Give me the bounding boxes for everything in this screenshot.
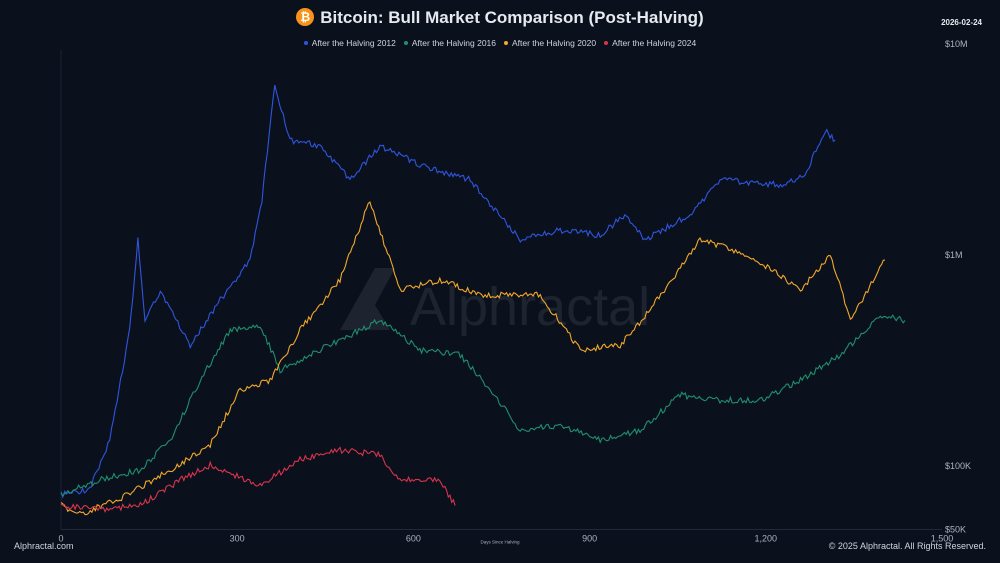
x-axis-label: Days Since Halving — [480, 540, 520, 545]
y-tick-label: $1M — [945, 250, 963, 260]
bitcoin-icon: ₿ — [296, 8, 315, 26]
y-tick-label: $100K — [945, 461, 971, 471]
chart-date: 2026-02-24 — [941, 18, 982, 27]
y-tick-label: $10M — [945, 39, 968, 49]
footer-site: Alphractal.com — [14, 541, 74, 551]
legend: After the Halving 2012 After the Halving … — [0, 38, 1000, 48]
watermark-logo: Alphractal — [340, 268, 650, 337]
series-line-2012 — [60, 84, 836, 499]
legend-label: After the Halving 2020 — [512, 38, 597, 48]
legend-item[interactable]: After the Halving 2024 — [604, 38, 696, 48]
y-tick-label: $50K — [945, 525, 966, 535]
legend-label: After the Halving 2024 — [612, 38, 697, 48]
footer-copyright: © 2025 Alphractal. All Rights Reserved. — [828, 541, 986, 551]
chart-title: ₿ Bitcoin: Bull Market Comparison (Post-H… — [0, 8, 1000, 28]
legend-label: After the Halving 2016 — [411, 38, 496, 48]
x-tick-label: 900 — [582, 534, 597, 544]
legend-dot-icon — [303, 41, 308, 45]
legend-dot-icon — [504, 41, 508, 45]
series-line-2024 — [60, 446, 456, 514]
x-tick-label: 1,200 — [755, 534, 778, 544]
watermark-text: Alphractal — [410, 277, 650, 337]
x-tick-label: 1,500 — [931, 534, 954, 544]
legend-label: After the Halving 2012 — [311, 38, 396, 48]
x-tick-label: 300 — [230, 534, 245, 544]
legend-dot-icon — [403, 41, 408, 45]
legend-item[interactable]: After the Halving 2020 — [504, 38, 596, 48]
series-line-2020 — [60, 201, 886, 516]
x-tick-label: 0 — [58, 534, 63, 544]
chart-title-text: Bitcoin: Bull Market Comparison (Post-Ha… — [320, 8, 704, 27]
legend-item[interactable]: After the Halving 2012 — [303, 38, 396, 48]
x-tick-label: 600 — [406, 534, 421, 544]
legend-item[interactable]: After the Halving 2016 — [403, 38, 496, 48]
legend-dot-icon — [604, 41, 609, 45]
series-line-2016 — [60, 314, 906, 497]
